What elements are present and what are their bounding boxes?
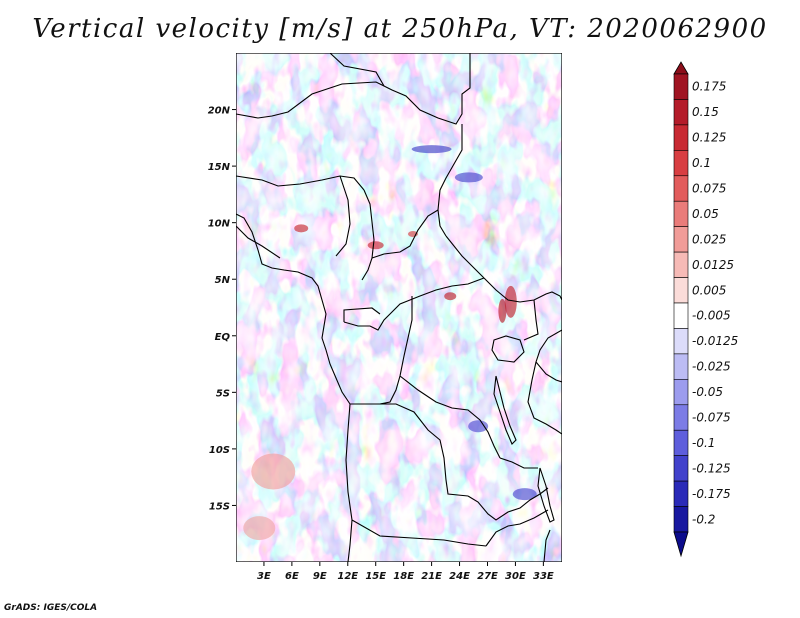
- colorbar-label: 0.15: [692, 105, 719, 119]
- velocity-cell: [504, 285, 517, 318]
- lon-tick-label: 33E: [533, 571, 554, 582]
- colorbar-swatch: [673, 429, 689, 456]
- colorbar-label: 0.075: [692, 182, 726, 196]
- colorbar-label: -0.175: [692, 487, 731, 501]
- map-area: [236, 53, 562, 562]
- colorbar-swatch: [673, 404, 689, 431]
- colorbar-swatch: [673, 124, 689, 151]
- lat-tick-label: 10N: [208, 219, 231, 230]
- colorbar-label: -0.075: [692, 411, 731, 425]
- colorbar-swatch: [673, 506, 689, 533]
- lon-tick-label: 15E: [365, 571, 386, 582]
- lon-tick-label: 30E: [505, 571, 526, 582]
- colorbar-swatch: [673, 328, 689, 355]
- lat-tick-label: EQ: [215, 332, 231, 343]
- colorbar-label: 0.175: [692, 80, 726, 94]
- colorbar-swatch: [673, 226, 689, 253]
- lat-tick-label: 15S: [209, 501, 230, 512]
- colorbar-swatch: [673, 277, 689, 304]
- colorbar: 0.175 0.15 0.125 0.1 0.075 0.05 0.025 0.0125 0.0…: [673, 61, 738, 558]
- colorbar-label: 0.125: [692, 131, 726, 145]
- colorbar-label: -0.0125: [692, 334, 738, 348]
- lon-tick-label: 21E: [421, 571, 442, 582]
- lon-tick-label: 18E: [393, 571, 414, 582]
- colorbar-swatch: [673, 480, 689, 507]
- colorbar-swatch: [673, 379, 689, 406]
- colorbar-label: -0.05: [692, 385, 723, 399]
- lon-tick-label: 9E: [313, 571, 327, 582]
- lon-tick-label: 3E: [257, 571, 271, 582]
- velocity-cell: [454, 172, 483, 183]
- velocity-cell: [468, 420, 489, 433]
- velocity-cell: [512, 488, 537, 501]
- colorbar-swatch: [673, 73, 689, 100]
- colorbar-label: -0.2: [692, 512, 715, 526]
- colorbar-swatch: [673, 99, 689, 126]
- colorbar-top-arrow: [673, 61, 689, 75]
- longitude-tick-labels: 3E 6E 9E 12E 15E 18E 21E 24E 27E 30E 33E: [257, 562, 554, 582]
- lon-tick-label: 6E: [285, 571, 299, 582]
- colorbar-label: -0.025: [692, 360, 731, 374]
- chart-title: Vertical velocity [m/s] at 250hPa, VT: 2…: [32, 14, 768, 44]
- latitude-tick-labels: 20N 15N 10N 5N EQ 5S 10S 15S: [208, 106, 236, 512]
- velocity-cell: [251, 453, 296, 490]
- colorbar-swatch: [673, 353, 689, 380]
- colorbar-swatch: [673, 150, 689, 177]
- lat-tick-label: 5S: [216, 388, 230, 399]
- colorbar-label: 0.005: [692, 283, 726, 297]
- velocity-cell: [294, 224, 309, 233]
- colorbar-label: -0.125: [692, 461, 731, 475]
- lat-tick-label: 20N: [208, 106, 231, 117]
- velocity-cell: [367, 241, 384, 250]
- colorbar-label: 0.0125: [692, 258, 734, 272]
- lat-tick-label: 10S: [209, 445, 230, 456]
- colorbar-swatch: [673, 302, 689, 329]
- colorbar-label: 0.05: [692, 207, 719, 221]
- colorbar-label: -0.1: [692, 436, 715, 450]
- velocity-cell: [243, 516, 276, 541]
- colorbar-swatch: [673, 455, 689, 482]
- colorbar-swatch: [673, 251, 689, 278]
- colorbar-label: 0.025: [692, 232, 726, 246]
- velocity-cell: [411, 145, 452, 154]
- grads-credit: GrADS: IGES/COLA: [4, 603, 98, 613]
- lon-tick-label: 12E: [337, 571, 358, 582]
- colorbar-swatch: [673, 175, 689, 202]
- lon-tick-label: 27E: [477, 571, 498, 582]
- colorbar-label: 0.1: [692, 156, 711, 170]
- colorbar-swatch: [673, 200, 689, 227]
- country-borders: [236, 53, 562, 562]
- velocity-cell: [498, 298, 507, 323]
- lat-tick-label: 15N: [208, 162, 231, 173]
- lon-tick-label: 24E: [449, 571, 470, 582]
- colorbar-bottom-arrow: [673, 531, 689, 558]
- velocity-cell: [444, 292, 457, 301]
- lat-tick-label: 5N: [215, 275, 231, 286]
- colorbar-label: -0.005: [692, 309, 731, 323]
